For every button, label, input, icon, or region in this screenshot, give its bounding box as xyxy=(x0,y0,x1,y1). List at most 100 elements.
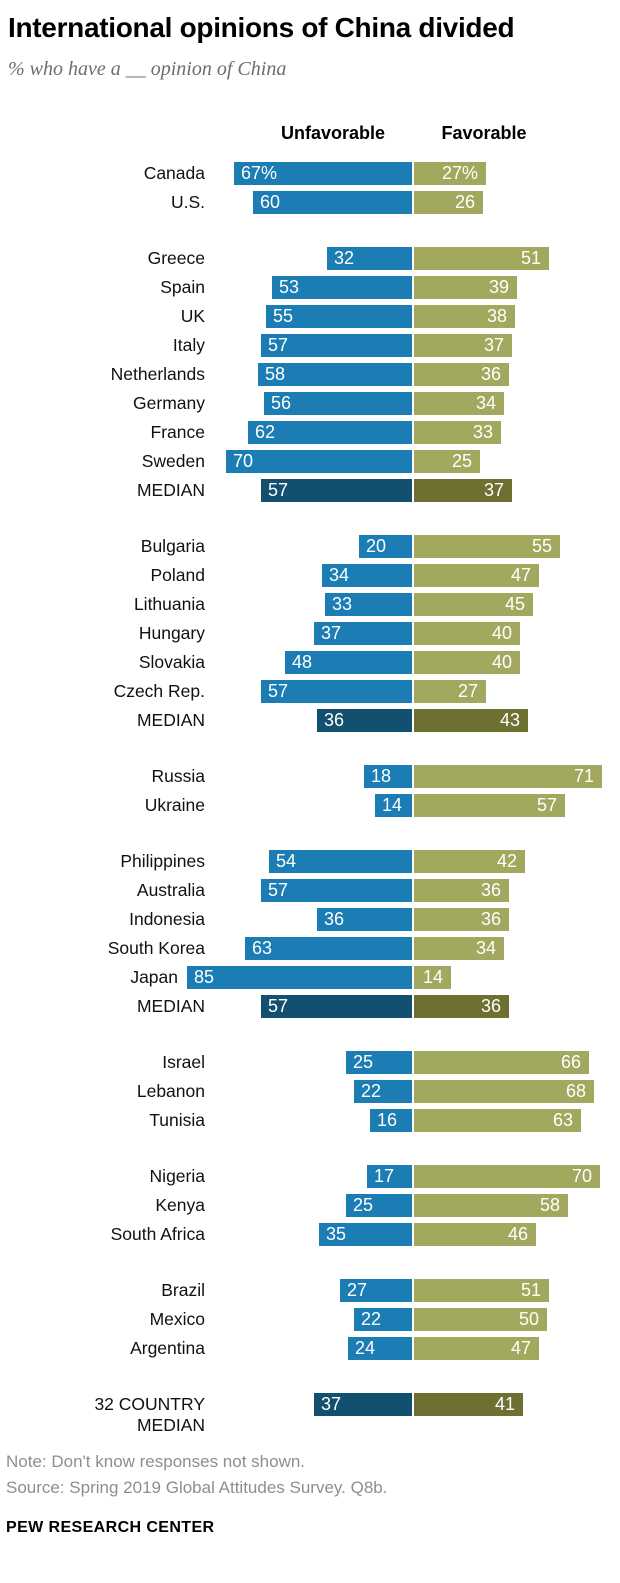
chart-row: Australia 57 36 xyxy=(0,876,620,905)
favorable-value: 27% xyxy=(441,163,478,184)
unfavorable-bar: 16 xyxy=(370,1109,412,1133)
favorable-bar: 47 xyxy=(414,1337,539,1361)
chart-group: 32 COUNTRY MEDIAN 37 41 xyxy=(0,1390,620,1435)
unfavorable-value: 27 xyxy=(347,1280,368,1301)
chart-row: France 62 33 xyxy=(0,418,620,447)
unfavorable-value: 57 xyxy=(268,335,289,356)
unfavorable-bar: 14 xyxy=(375,794,412,818)
favorable-bar: 70 xyxy=(414,1165,600,1189)
country-label: Poland xyxy=(150,565,206,586)
unfavorable-bar: 36 xyxy=(317,709,412,733)
country-label: UK xyxy=(180,306,205,327)
column-header-unfavorable: Unfavorable xyxy=(280,123,386,144)
unfavorable-bar: 70 xyxy=(226,450,412,474)
unfavorable-value: 48 xyxy=(292,652,313,673)
favorable-value: 40 xyxy=(491,652,512,673)
chart-row: Philippines 54 42 xyxy=(0,847,620,876)
chart-group: Greece 32 51 Spain 53 39 UK 55 38 Italy 57 37 Nether… xyxy=(0,244,620,505)
chart-row: Lithuania 33 45 xyxy=(0,590,620,619)
unfavorable-bar: 57 xyxy=(261,995,412,1019)
chart-row: Greece 32 51 xyxy=(0,244,620,273)
favorable-value: 27 xyxy=(457,681,478,702)
favorable-value: 42 xyxy=(496,851,517,872)
unfavorable-value: 57 xyxy=(268,996,289,1017)
favorable-bar: 66 xyxy=(414,1051,589,1075)
country-label: Russia xyxy=(151,766,206,787)
country-label: Germany xyxy=(133,393,205,414)
unfavorable-bar: 25 xyxy=(346,1194,412,1218)
note-text: Note: Don't know responses not shown. xyxy=(6,1452,306,1472)
chart-row: Japan 85 14 xyxy=(0,963,620,992)
country-label: Greece xyxy=(147,248,205,269)
unfavorable-bar: 22 xyxy=(354,1080,412,1104)
chart-group: Canada 67% 27% U.S. 60 26 xyxy=(0,159,620,217)
unfavorable-bar: 18 xyxy=(364,765,412,789)
country-label: Bulgaria xyxy=(140,536,205,557)
chart-row: Czech Rep. 57 27 xyxy=(0,677,620,706)
country-label: Indonesia xyxy=(129,909,205,930)
unfavorable-bar: 62 xyxy=(248,421,412,445)
chart-row: Mexico 22 50 xyxy=(0,1305,620,1334)
unfavorable-bar: 24 xyxy=(348,1337,412,1361)
favorable-bar: 47 xyxy=(414,564,539,588)
country-label: Spain xyxy=(160,277,205,298)
chart-row: Bulgaria 20 55 xyxy=(0,532,620,561)
country-label: Italy xyxy=(172,335,205,356)
favorable-bar: 36 xyxy=(414,908,509,932)
favorable-value: 58 xyxy=(539,1195,560,1216)
favorable-value: 26 xyxy=(454,192,475,213)
chart-row: South Korea 63 34 xyxy=(0,934,620,963)
chart-row: Argentina 24 47 xyxy=(0,1334,620,1363)
favorable-bar: 36 xyxy=(414,363,509,387)
unfavorable-bar: 54 xyxy=(269,850,412,874)
country-label: Brazil xyxy=(161,1280,205,1301)
favorable-bar: 40 xyxy=(414,651,520,675)
favorable-value: 25 xyxy=(451,451,472,472)
favorable-bar: 40 xyxy=(414,622,520,646)
country-label: Sweden xyxy=(141,451,205,472)
favorable-bar: 39 xyxy=(414,276,517,300)
favorable-value: 47 xyxy=(510,565,531,586)
unfavorable-value: 16 xyxy=(377,1110,398,1131)
chart-row: Nigeria 17 70 xyxy=(0,1162,620,1191)
country-label: South Africa xyxy=(110,1224,205,1245)
unfavorable-value: 85 xyxy=(194,967,215,988)
favorable-value: 37 xyxy=(483,335,504,356)
chart-footer: Note: Don't know responses not shown. So… xyxy=(6,1449,614,1540)
favorable-value: 51 xyxy=(520,1280,541,1301)
country-label: South Korea xyxy=(107,938,205,959)
country-label: MEDIAN xyxy=(136,480,205,501)
favorable-bar: 38 xyxy=(414,305,515,329)
favorable-value: 57 xyxy=(536,795,557,816)
favorable-bar: 36 xyxy=(414,879,509,903)
unfavorable-value: 56 xyxy=(271,393,292,414)
unfavorable-bar: 32 xyxy=(327,247,412,271)
brand-text: PEW RESEARCH CENTER xyxy=(6,1519,215,1537)
favorable-bar: 34 xyxy=(414,937,504,961)
favorable-value: 50 xyxy=(518,1309,539,1330)
unfavorable-value: 37 xyxy=(321,623,342,644)
chart-group: Israel 25 66 Lebanon 22 68 Tunisia 16 63 xyxy=(0,1048,620,1135)
favorable-bar: 42 xyxy=(414,850,525,874)
unfavorable-value: 33 xyxy=(332,594,353,615)
country-label: Czech Rep. xyxy=(113,681,205,702)
favorable-bar: 51 xyxy=(414,1279,549,1303)
country-label: France xyxy=(150,422,205,443)
favorable-value: 39 xyxy=(488,277,509,298)
favorable-value: 14 xyxy=(422,967,443,988)
chart-subtitle: % who have a __ opinion of China xyxy=(8,58,287,81)
favorable-value: 34 xyxy=(475,938,496,959)
unfavorable-value: 57 xyxy=(268,480,289,501)
chart-row: Poland 34 47 xyxy=(0,561,620,590)
unfavorable-value: 14 xyxy=(382,795,403,816)
unfavorable-bar: 37 xyxy=(314,1393,412,1417)
chart-row: South Africa 35 46 xyxy=(0,1220,620,1249)
unfavorable-bar: 57 xyxy=(261,680,412,704)
unfavorable-bar: 48 xyxy=(285,651,412,675)
chart-row: Russia 18 71 xyxy=(0,762,620,791)
chart-row: U.S. 60 26 xyxy=(0,188,620,217)
unfavorable-value: 35 xyxy=(326,1224,347,1245)
chart-row: Lebanon 22 68 xyxy=(0,1077,620,1106)
favorable-value: 51 xyxy=(520,248,541,269)
favorable-value: 70 xyxy=(571,1166,592,1187)
